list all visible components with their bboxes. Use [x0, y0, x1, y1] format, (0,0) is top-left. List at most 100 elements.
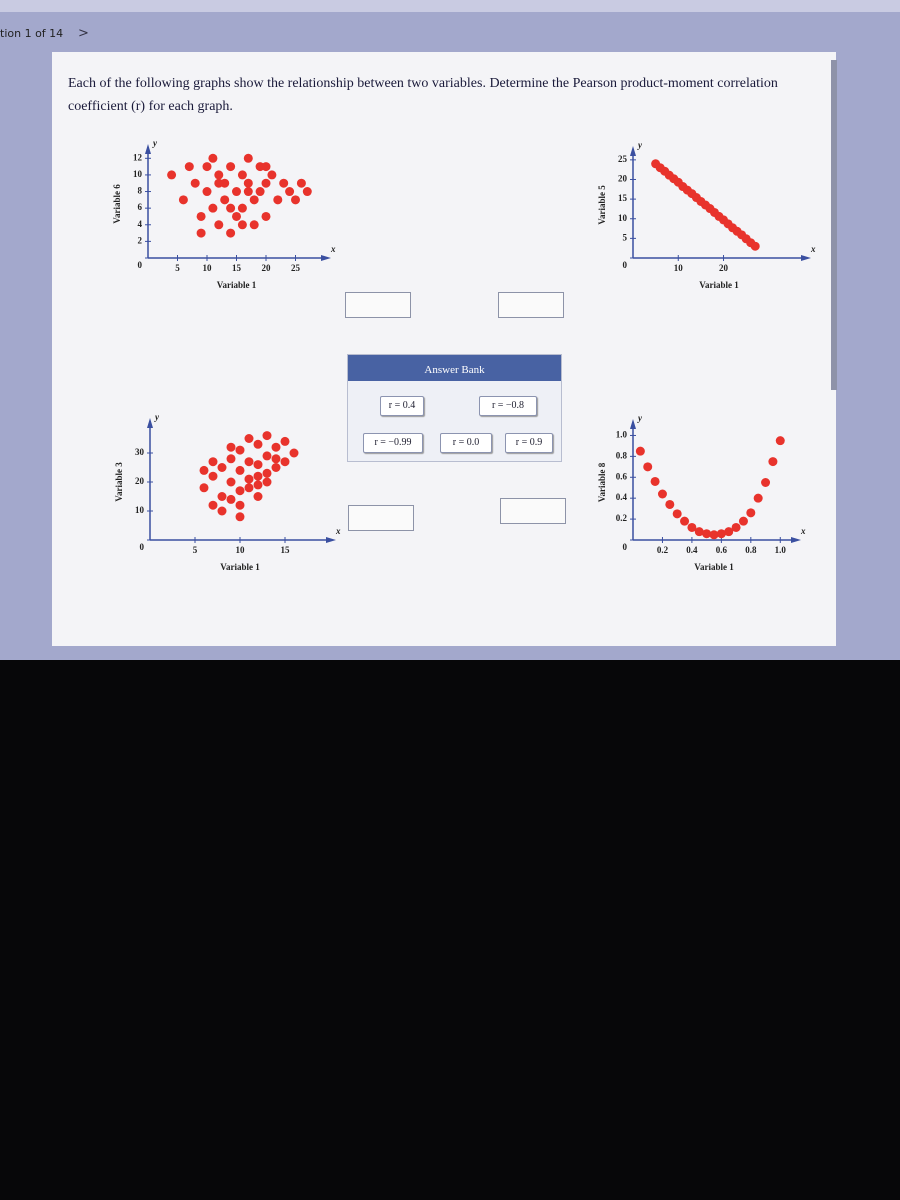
data-point	[255, 187, 265, 197]
x-tick-label: 20	[719, 263, 729, 273]
y-tick-label: 0	[623, 260, 628, 270]
data-point	[253, 460, 263, 470]
data-point	[761, 478, 771, 487]
data-point	[235, 500, 245, 510]
y-tick-label: 5	[623, 232, 628, 242]
data-point	[738, 516, 748, 526]
data-point	[237, 170, 247, 180]
y-tick-label: 0.4	[616, 492, 628, 502]
data-point	[261, 178, 271, 188]
data-point	[291, 195, 300, 205]
data-point	[235, 486, 245, 496]
y-tick-label: 30	[135, 447, 145, 457]
data-point	[249, 220, 259, 230]
y-tick-label: 0	[623, 542, 628, 552]
data-point	[687, 522, 697, 532]
y-tick-label: 12	[133, 152, 143, 162]
y-tick-label: 15	[618, 193, 628, 203]
x-axis-name: x	[335, 526, 341, 536]
answer-drop-box[interactable]	[498, 292, 564, 318]
y-tick-label: 8	[138, 186, 143, 196]
data-point	[694, 527, 704, 537]
data-point	[220, 195, 230, 205]
y-tick-label: 4	[138, 219, 143, 229]
data-point	[208, 471, 218, 481]
data-point	[635, 446, 645, 456]
y-axis-name: y	[152, 138, 158, 148]
answer-option[interactable]: r = 0.9	[505, 433, 553, 453]
answer-bank: Answer Bank r = 0.4 r = −0.8 r = −0.99 r…	[347, 354, 562, 462]
graphs: x y 5 10 15 20 25 0 2 4 6 8 10 12 Variable 1 Variable 6…	[112, 138, 816, 572]
data-point	[226, 454, 236, 464]
y-tick-label: 20	[618, 174, 628, 184]
x-tick-label: 10	[236, 545, 246, 555]
data-point	[753, 493, 763, 503]
data-point	[208, 500, 218, 510]
data-point	[208, 153, 218, 163]
data-point	[214, 178, 224, 188]
data-point	[680, 516, 690, 526]
next-button[interactable]: >	[78, 26, 89, 41]
data-point	[235, 445, 245, 455]
answer-drop-box[interactable]	[348, 505, 414, 531]
question-prompt: Each of the following graphs show the re…	[68, 76, 778, 114]
answer-drop-box[interactable]	[500, 498, 566, 524]
data-point	[262, 477, 272, 487]
data-point	[261, 211, 271, 221]
x-axis-arrow	[801, 255, 811, 261]
y-tick-label: 25	[618, 154, 628, 164]
data-point	[271, 442, 281, 452]
data-point	[217, 463, 227, 472]
y-axis-arrow	[630, 146, 636, 156]
y-tick-label: 2	[138, 235, 143, 245]
answer-option[interactable]: r = 0.4	[380, 396, 424, 416]
scrollbar	[831, 60, 837, 390]
question-counter: tion 1 of 14	[0, 27, 64, 40]
data-point	[184, 162, 194, 172]
y-axis-name: y	[637, 413, 643, 423]
data-point	[202, 187, 212, 197]
y-tick-label: 10	[135, 505, 145, 515]
data-point	[724, 527, 734, 537]
x-axis-label: Variable 1	[694, 562, 734, 572]
data-point	[167, 170, 177, 180]
data-point	[262, 451, 272, 461]
y-axis-label: Variable 8	[597, 462, 607, 502]
data-point	[202, 162, 212, 172]
answer-option[interactable]: r = −0.99	[363, 433, 423, 453]
data-point	[271, 454, 281, 464]
data-point	[226, 228, 236, 238]
y-tick-label: 0.2	[616, 513, 628, 523]
answer-option[interactable]: r = 0.0	[440, 433, 492, 453]
data-point	[768, 457, 778, 467]
data-point	[217, 492, 227, 501]
data-point	[709, 530, 719, 540]
data-point	[190, 178, 200, 188]
data-point	[702, 529, 712, 539]
x-axis-label: Variable 1	[220, 562, 260, 572]
y-axis-label: Variable 3	[114, 462, 124, 502]
data-point	[226, 477, 236, 487]
data-point	[280, 436, 290, 446]
data-point	[226, 442, 236, 452]
data-point	[199, 483, 209, 493]
x-tick-label: 0.6	[716, 545, 728, 555]
x-axis-arrow	[321, 255, 331, 261]
data-point	[746, 508, 756, 518]
answer-option[interactable]: r = −0.8	[479, 396, 537, 416]
answer-drop-box[interactable]	[345, 292, 411, 318]
data-point	[716, 529, 726, 539]
keyboard-area	[0, 660, 900, 1200]
data-point	[243, 153, 253, 163]
data-point	[643, 462, 653, 472]
data-point	[262, 431, 272, 441]
x-tick-label: 25	[291, 263, 301, 273]
data-point	[243, 187, 253, 197]
data-point	[244, 474, 254, 484]
x-tick-label: 15	[281, 545, 291, 555]
y-tick-label: 0	[138, 260, 143, 270]
data-point	[665, 499, 675, 509]
x-tick-label: 0.8	[745, 545, 757, 555]
y-tick-label: 1.0	[616, 430, 628, 440]
